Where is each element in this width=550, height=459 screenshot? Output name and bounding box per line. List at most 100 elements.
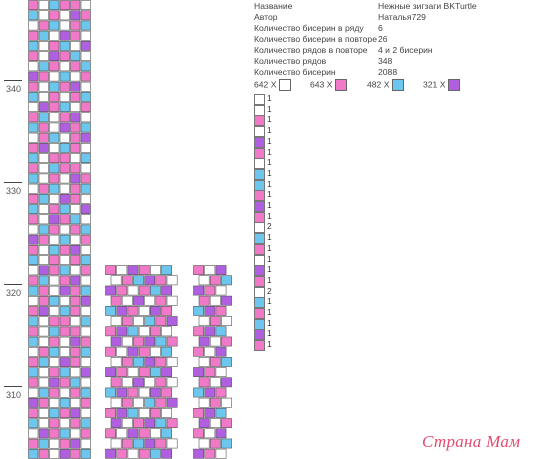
bead-cell[interactable]	[204, 265, 216, 275]
bead-cell[interactable]	[105, 326, 116, 337]
bead-cell[interactable]	[59, 0, 70, 10]
bead-cell[interactable]	[49, 265, 60, 276]
sequence-bead[interactable]	[254, 201, 265, 212]
bead-cell[interactable]	[59, 448, 70, 459]
bead-cell[interactable]	[49, 51, 60, 61]
bead-cell[interactable]	[198, 336, 210, 347]
bead-cell[interactable]	[198, 418, 210, 428]
bead-cell[interactable]	[70, 367, 81, 378]
bead-cell[interactable]	[80, 387, 91, 398]
bead-cell[interactable]	[116, 305, 128, 316]
bead-cell[interactable]	[121, 397, 133, 408]
bead-cell[interactable]	[49, 306, 60, 316]
bead-cell[interactable]	[161, 305, 172, 316]
bead-cell[interactable]	[28, 367, 39, 378]
bead-cell[interactable]	[38, 10, 49, 21]
bead-cell[interactable]	[127, 367, 139, 377]
bead-cell[interactable]	[28, 306, 39, 316]
bead-cell[interactable]	[70, 61, 81, 72]
bead-cell[interactable]	[59, 10, 70, 21]
bead-cell[interactable]	[70, 377, 81, 388]
bead-cell[interactable]	[127, 326, 139, 337]
bead-cell[interactable]	[80, 0, 91, 10]
bead-cell[interactable]	[221, 438, 232, 449]
sequence-bead[interactable]	[254, 147, 265, 159]
sequence-bead[interactable]	[254, 104, 265, 116]
bead-cell[interactable]	[121, 357, 133, 367]
bead-cell[interactable]	[28, 326, 39, 337]
sequence-bead[interactable]	[254, 233, 265, 245]
bead-cell[interactable]	[70, 102, 81, 112]
bead-cell[interactable]	[209, 275, 221, 286]
bead-cell[interactable]	[38, 194, 49, 204]
bead-cell[interactable]	[166, 357, 178, 367]
bead-cell[interactable]	[49, 30, 60, 41]
bead-cell[interactable]	[49, 143, 60, 153]
bead-cell[interactable]	[28, 316, 39, 327]
bead-cell[interactable]	[38, 81, 49, 92]
bead-cell[interactable]	[49, 377, 60, 388]
bead-cell[interactable]	[59, 194, 70, 204]
legend-item-482[interactable]: 482 X	[367, 79, 405, 91]
bead-cell[interactable]	[116, 265, 128, 275]
sequence-bead[interactable]	[254, 243, 265, 255]
bead-cell[interactable]	[116, 326, 128, 337]
bead-cell[interactable]	[138, 387, 150, 398]
bead-cell[interactable]	[38, 163, 49, 174]
bead-cell[interactable]	[70, 336, 81, 347]
bead-cell[interactable]	[38, 71, 49, 82]
bead-cell[interactable]	[105, 408, 116, 418]
bead-cell[interactable]	[70, 10, 81, 21]
bead-cell[interactable]	[38, 255, 49, 265]
bead-cell[interactable]	[38, 316, 49, 327]
bead-cell[interactable]	[149, 428, 161, 439]
sequence-bead[interactable]	[254, 222, 265, 234]
bead-cell[interactable]	[38, 346, 49, 357]
bead-cell[interactable]	[166, 275, 178, 286]
bead-cell[interactable]	[28, 418, 39, 429]
bead-cell[interactable]	[38, 326, 49, 337]
bead-cell[interactable]	[28, 204, 39, 214]
bead-cell[interactable]	[133, 418, 144, 428]
bead-cell[interactable]	[80, 357, 91, 367]
bead-cell[interactable]	[215, 265, 227, 275]
bead-cell[interactable]	[70, 326, 81, 337]
bead-cell[interactable]	[38, 30, 49, 41]
bead-cell[interactable]	[49, 20, 60, 31]
bead-cell[interactable]	[155, 357, 167, 367]
bead-cell[interactable]	[49, 204, 60, 214]
sequence-bead[interactable]	[254, 190, 265, 202]
bead-cell[interactable]	[149, 346, 161, 357]
bead-cell[interactable]	[70, 51, 81, 61]
bead-cell[interactable]	[80, 51, 91, 61]
bead-cell[interactable]	[149, 408, 161, 418]
bead-cell[interactable]	[38, 132, 49, 143]
sequence-bead[interactable]	[254, 318, 265, 330]
bead-cell[interactable]	[198, 438, 210, 449]
bead-cell[interactable]	[70, 295, 81, 306]
bead-cell[interactable]	[110, 316, 122, 326]
bead-cell[interactable]	[110, 295, 122, 306]
bead-cell[interactable]	[59, 163, 70, 174]
sequence-bead[interactable]	[254, 275, 265, 287]
bead-cell[interactable]	[59, 367, 70, 378]
bead-cell[interactable]	[138, 346, 150, 357]
bead-cell[interactable]	[198, 377, 210, 388]
bead-cell[interactable]	[105, 387, 116, 398]
bead-cell[interactable]	[110, 418, 122, 428]
bead-cell[interactable]	[38, 112, 49, 123]
bead-cell[interactable]	[49, 428, 60, 439]
bead-cell[interactable]	[144, 377, 156, 388]
bead-cell[interactable]	[161, 428, 172, 439]
bead-cell[interactable]	[133, 397, 144, 408]
bead-cell[interactable]	[121, 295, 133, 306]
bead-cell[interactable]	[105, 428, 116, 439]
bead-cell[interactable]	[59, 306, 70, 316]
bead-cell[interactable]	[80, 143, 91, 153]
bead-cell[interactable]	[49, 397, 60, 408]
bead-cell[interactable]	[59, 377, 70, 388]
bead-cell[interactable]	[38, 40, 49, 51]
bead-cell[interactable]	[193, 428, 204, 439]
bead-cell[interactable]	[70, 81, 81, 92]
bead-cell[interactable]	[70, 285, 81, 296]
